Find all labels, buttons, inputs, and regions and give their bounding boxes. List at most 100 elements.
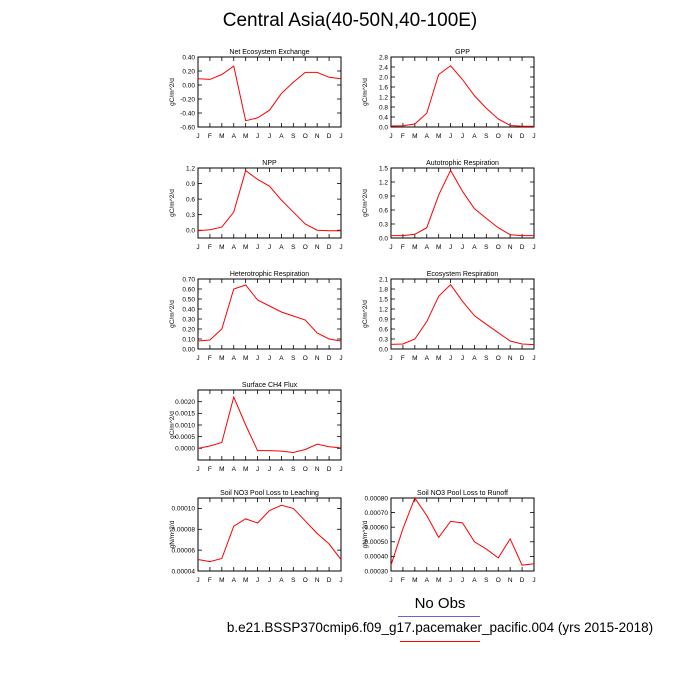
y-tick-label: 1.2 bbox=[379, 179, 388, 186]
y-tick-label: 0.00006 bbox=[172, 547, 196, 554]
y-tick-label: 0.0 bbox=[186, 228, 195, 235]
x-tick-label: J bbox=[449, 133, 452, 140]
y-tick-label: 0.00 bbox=[182, 346, 195, 353]
x-tick-label: J bbox=[339, 244, 342, 251]
x-tick-label: N bbox=[315, 133, 320, 140]
y-tick-label: 0.0 bbox=[379, 235, 388, 242]
y-tick-label: 2.1 bbox=[379, 276, 388, 283]
chart-panel-7: Surface CH4 Flux 0.0020 0.0015 0.0010 0.0005… bbox=[169, 382, 343, 473]
y-axis-label: gC/m^2/d bbox=[362, 300, 369, 328]
y-tick-label: 0.00010 bbox=[172, 506, 196, 513]
panel-title: Net Ecosystem Exchange bbox=[229, 49, 309, 56]
y-tick-label: 0.00 bbox=[182, 82, 195, 89]
x-tick-label: J bbox=[389, 355, 392, 362]
panel-title: Soil NO3 Pool Loss to Runoff bbox=[417, 490, 508, 497]
x-tick-label: O bbox=[303, 466, 308, 473]
x-tick-label: S bbox=[291, 466, 296, 473]
x-tick-label: J bbox=[449, 355, 452, 362]
panel-title: Soil NO3 Pool Loss to Leaching bbox=[220, 490, 319, 497]
x-tick-label: J bbox=[339, 355, 342, 362]
x-tick-label: N bbox=[315, 244, 320, 251]
x-tick-label: O bbox=[303, 577, 308, 584]
y-tick-label: 0.50 bbox=[182, 296, 195, 303]
x-tick-label: M bbox=[243, 244, 248, 251]
x-tick-label: F bbox=[401, 133, 405, 140]
y-tick-label: 0.70 bbox=[182, 276, 195, 283]
x-tick-label: J bbox=[461, 244, 464, 251]
y-tick-label: 0.0 bbox=[379, 124, 388, 131]
y-tick-label: 0.0000 bbox=[175, 446, 195, 453]
y-tick-label: 2.0 bbox=[379, 74, 388, 81]
chart-panel-4: Autotrophic Respiration 1.5 1.2 0.9 0.6 0.3 0.… bbox=[362, 160, 536, 251]
legend-no-obs: No Obs bbox=[414, 595, 466, 612]
x-tick-label: S bbox=[484, 244, 489, 251]
x-tick-label: D bbox=[327, 577, 332, 584]
x-tick-label: J bbox=[196, 577, 199, 584]
x-tick-label: A bbox=[472, 133, 477, 140]
y-tick-label: 0.30 bbox=[182, 316, 195, 323]
x-tick-label: A bbox=[425, 244, 430, 251]
chart-panel-1: Net Ecosystem Exchange 0.40 0.20 0.00 -0.20 -… bbox=[169, 49, 343, 140]
series-line bbox=[197, 504, 342, 563]
y-tick-label: 0.10 bbox=[182, 336, 195, 343]
x-tick-label: J bbox=[449, 244, 452, 251]
chart-panel-5: Heterotrophic Respiration 0.70 0.60 0.50 0.4… bbox=[169, 271, 343, 362]
x-tick-label: D bbox=[520, 355, 525, 362]
x-tick-label: N bbox=[315, 355, 320, 362]
x-tick-label: A bbox=[279, 244, 284, 251]
y-tick-label: 0.40 bbox=[182, 54, 195, 61]
y-tick-label: 0.3 bbox=[186, 212, 195, 219]
x-tick-label: O bbox=[496, 244, 501, 251]
plot-frame bbox=[390, 167, 535, 239]
y-tick-label: 0.00070 bbox=[365, 510, 389, 517]
x-tick-label: O bbox=[496, 355, 501, 362]
x-tick-label: J bbox=[256, 466, 259, 473]
x-tick-label: N bbox=[508, 133, 513, 140]
legend-no-obs-line bbox=[398, 616, 480, 617]
x-tick-label: D bbox=[327, 133, 332, 140]
chart-panel-8: Soil NO3 Pool Loss to Leaching 0.00010 0.0… bbox=[169, 490, 343, 584]
y-tick-label: -0.20 bbox=[180, 96, 195, 103]
series-line bbox=[197, 395, 342, 454]
x-tick-label: D bbox=[327, 466, 332, 473]
y-tick-label: 0.0015 bbox=[175, 411, 195, 418]
x-tick-label: D bbox=[520, 577, 525, 584]
x-tick-label: M bbox=[412, 133, 417, 140]
x-tick-label: J bbox=[461, 355, 464, 362]
y-tick-label: 1.2 bbox=[379, 306, 388, 313]
x-tick-label: J bbox=[268, 577, 271, 584]
x-tick-label: J bbox=[449, 577, 452, 584]
x-tick-label: N bbox=[315, 577, 320, 584]
y-tick-label: 1.5 bbox=[379, 296, 388, 303]
y-axis-label: gN/m^2/d bbox=[169, 520, 176, 548]
plot-frame bbox=[197, 497, 342, 572]
x-tick-label: M bbox=[219, 244, 224, 251]
x-tick-label: A bbox=[232, 466, 237, 473]
x-tick-label: J bbox=[339, 133, 342, 140]
y-tick-label: 1.6 bbox=[379, 84, 388, 91]
y-tick-label: 0.0 bbox=[379, 346, 388, 353]
y-tick-label: 0.9 bbox=[379, 316, 388, 323]
y-tick-label: 0.00060 bbox=[365, 525, 389, 532]
y-tick-label: 0.0010 bbox=[175, 422, 195, 429]
x-tick-label: J bbox=[268, 244, 271, 251]
plot-frame bbox=[390, 497, 535, 572]
y-tick-label: 0.00080 bbox=[365, 495, 389, 502]
x-tick-label: A bbox=[279, 466, 284, 473]
x-tick-label: J bbox=[256, 133, 259, 140]
x-tick-label: M bbox=[412, 577, 417, 584]
y-axis-label: gC/m^2/d bbox=[169, 189, 176, 217]
x-tick-label: M bbox=[436, 355, 441, 362]
x-tick-label: F bbox=[401, 244, 405, 251]
y-tick-label: 0.20 bbox=[182, 326, 195, 333]
series-line bbox=[391, 169, 534, 237]
figure-title: Central Asia(40-50N,40-100E) bbox=[222, 10, 478, 31]
series-line bbox=[197, 169, 341, 232]
x-tick-label: J bbox=[389, 577, 392, 584]
x-tick-label: S bbox=[291, 577, 296, 584]
y-tick-label: 0.0005 bbox=[175, 434, 195, 441]
x-tick-label: N bbox=[508, 355, 513, 362]
plot-frame bbox=[197, 56, 342, 128]
x-tick-label: A bbox=[472, 355, 477, 362]
y-tick-label: 1.2 bbox=[186, 165, 195, 172]
